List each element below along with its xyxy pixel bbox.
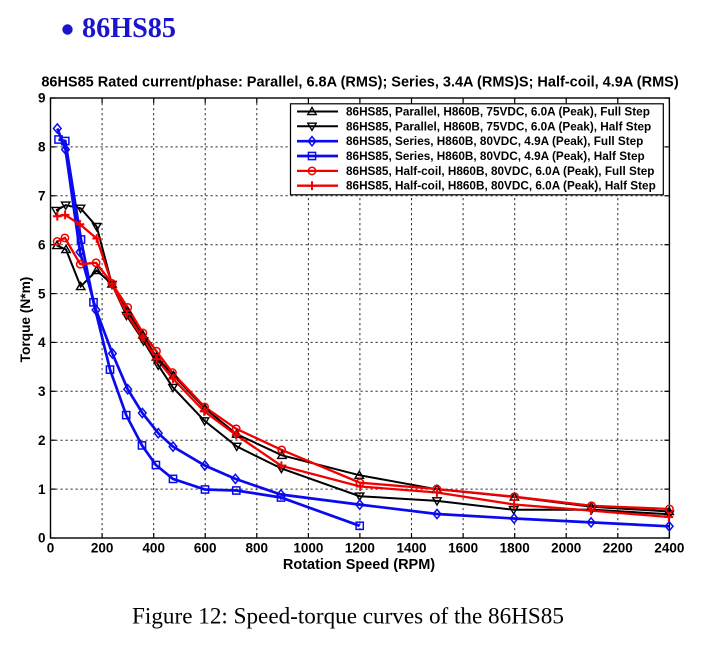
- svg-text:86HS85, Parallel, H860B, 75VDC: 86HS85, Parallel, H860B, 75VDC, 6.0A (Pe…: [346, 120, 651, 133]
- svg-text:86HS85, Parallel, H860B, 75VDC: 86HS85, Parallel, H860B, 75VDC, 6.0A (Pe…: [346, 106, 650, 119]
- svg-text:3: 3: [38, 384, 46, 399]
- svg-text:1800: 1800: [500, 541, 530, 556]
- svg-text:86HS85, Half-coil, H860B, 80VD: 86HS85, Half-coil, H860B, 80VDC, 6.0A (P…: [346, 165, 654, 178]
- svg-text:86HS85, Series, H860B, 80VDC,: 86HS85, Series, H860B, 80VDC, 4.9A (Peak…: [346, 150, 645, 163]
- svg-text:1000: 1000: [293, 541, 323, 556]
- svg-text:2: 2: [38, 433, 46, 448]
- svg-text:600: 600: [194, 541, 217, 556]
- svg-text:9: 9: [38, 91, 46, 106]
- svg-text:200: 200: [91, 541, 114, 556]
- svg-text:6: 6: [38, 237, 46, 252]
- svg-text:2000: 2000: [551, 541, 581, 556]
- svg-text:1: 1: [38, 482, 46, 497]
- svg-text:86HS85, Series, H860B, 80VDC,: 86HS85, Series, H860B, 80VDC, 4.9A (Peak…: [346, 135, 643, 148]
- svg-text:5: 5: [38, 286, 46, 301]
- svg-text:2200: 2200: [603, 541, 633, 556]
- svg-text:1200: 1200: [345, 541, 375, 556]
- svg-text:7: 7: [38, 189, 46, 204]
- svg-text:Rotation Speed (RPM): Rotation Speed (RPM): [283, 557, 435, 573]
- svg-text:86HS85 Rated current/phase: Pa: 86HS85 Rated current/phase: Parallel, 6.…: [41, 75, 679, 91]
- svg-text:1400: 1400: [396, 541, 426, 556]
- svg-text:4: 4: [38, 335, 46, 350]
- svg-text:Torque (N*m): Torque (N*m): [18, 277, 33, 363]
- svg-text:1600: 1600: [448, 541, 478, 556]
- svg-text:86HS85: 86HS85: [82, 13, 176, 44]
- svg-text:400: 400: [142, 541, 165, 556]
- svg-text:Figure 12: Speed-torque curves: Figure 12: Speed-torque curves of the 86…: [132, 604, 564, 630]
- svg-text:0: 0: [47, 541, 55, 556]
- svg-text:800: 800: [246, 541, 269, 556]
- svg-text:8: 8: [38, 140, 46, 155]
- svg-text:86HS85, Half-coil, H860B, 80VD: 86HS85, Half-coil, H860B, 80VDC, 6.0A (P…: [346, 180, 656, 193]
- svg-text:2400: 2400: [654, 541, 684, 556]
- svg-text:0: 0: [38, 531, 46, 546]
